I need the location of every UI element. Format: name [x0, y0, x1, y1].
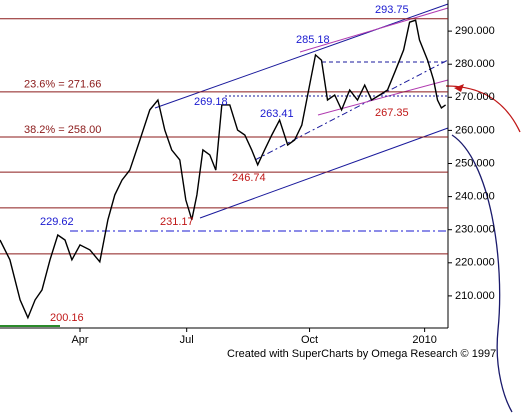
price-annotation: 200.16	[50, 312, 84, 324]
price-line	[0, 19, 447, 320]
price-annotation: 269.18	[194, 96, 228, 108]
y-tick-label: 260.000	[455, 124, 495, 136]
y-tick-label: 220.000	[455, 257, 495, 269]
price-annotation: 285.18	[296, 34, 330, 46]
x-tick-label: 2010	[412, 334, 436, 346]
y-tick-label: 290.000	[455, 25, 495, 37]
trend-lines	[0, 3, 449, 327]
footer: Created with SuperCharts by Omega Resear…	[227, 348, 496, 360]
arrow-curve	[445, 85, 521, 133]
x-tick-label: Apr	[71, 334, 88, 346]
price-annotation: 229.62	[40, 216, 74, 228]
y-tick-label: 270.000	[455, 91, 495, 103]
x-tick-label: Jul	[180, 334, 194, 346]
x-tick-label: Oct	[301, 334, 318, 346]
y-tick-label: 210.000	[455, 290, 495, 302]
price-annotation: 263.41	[260, 108, 294, 120]
price-annotation: 231.17	[160, 216, 194, 228]
price-annotation: 267.35	[375, 107, 409, 119]
y-tick-label: 230.000	[455, 224, 495, 236]
level-label: 38.2% = 258.00	[24, 124, 101, 136]
price-annotation: 246.74	[232, 172, 266, 184]
arrow-head	[454, 84, 464, 92]
level-label: 23.6% = 271.66	[24, 79, 101, 91]
y-tick-label: 280.000	[455, 58, 495, 70]
price-annotation: 293.75	[375, 4, 409, 16]
y-tick-label: 250.000	[455, 157, 495, 169]
projection-curve	[451, 134, 513, 413]
y-tick-label: 240.000	[455, 191, 495, 203]
